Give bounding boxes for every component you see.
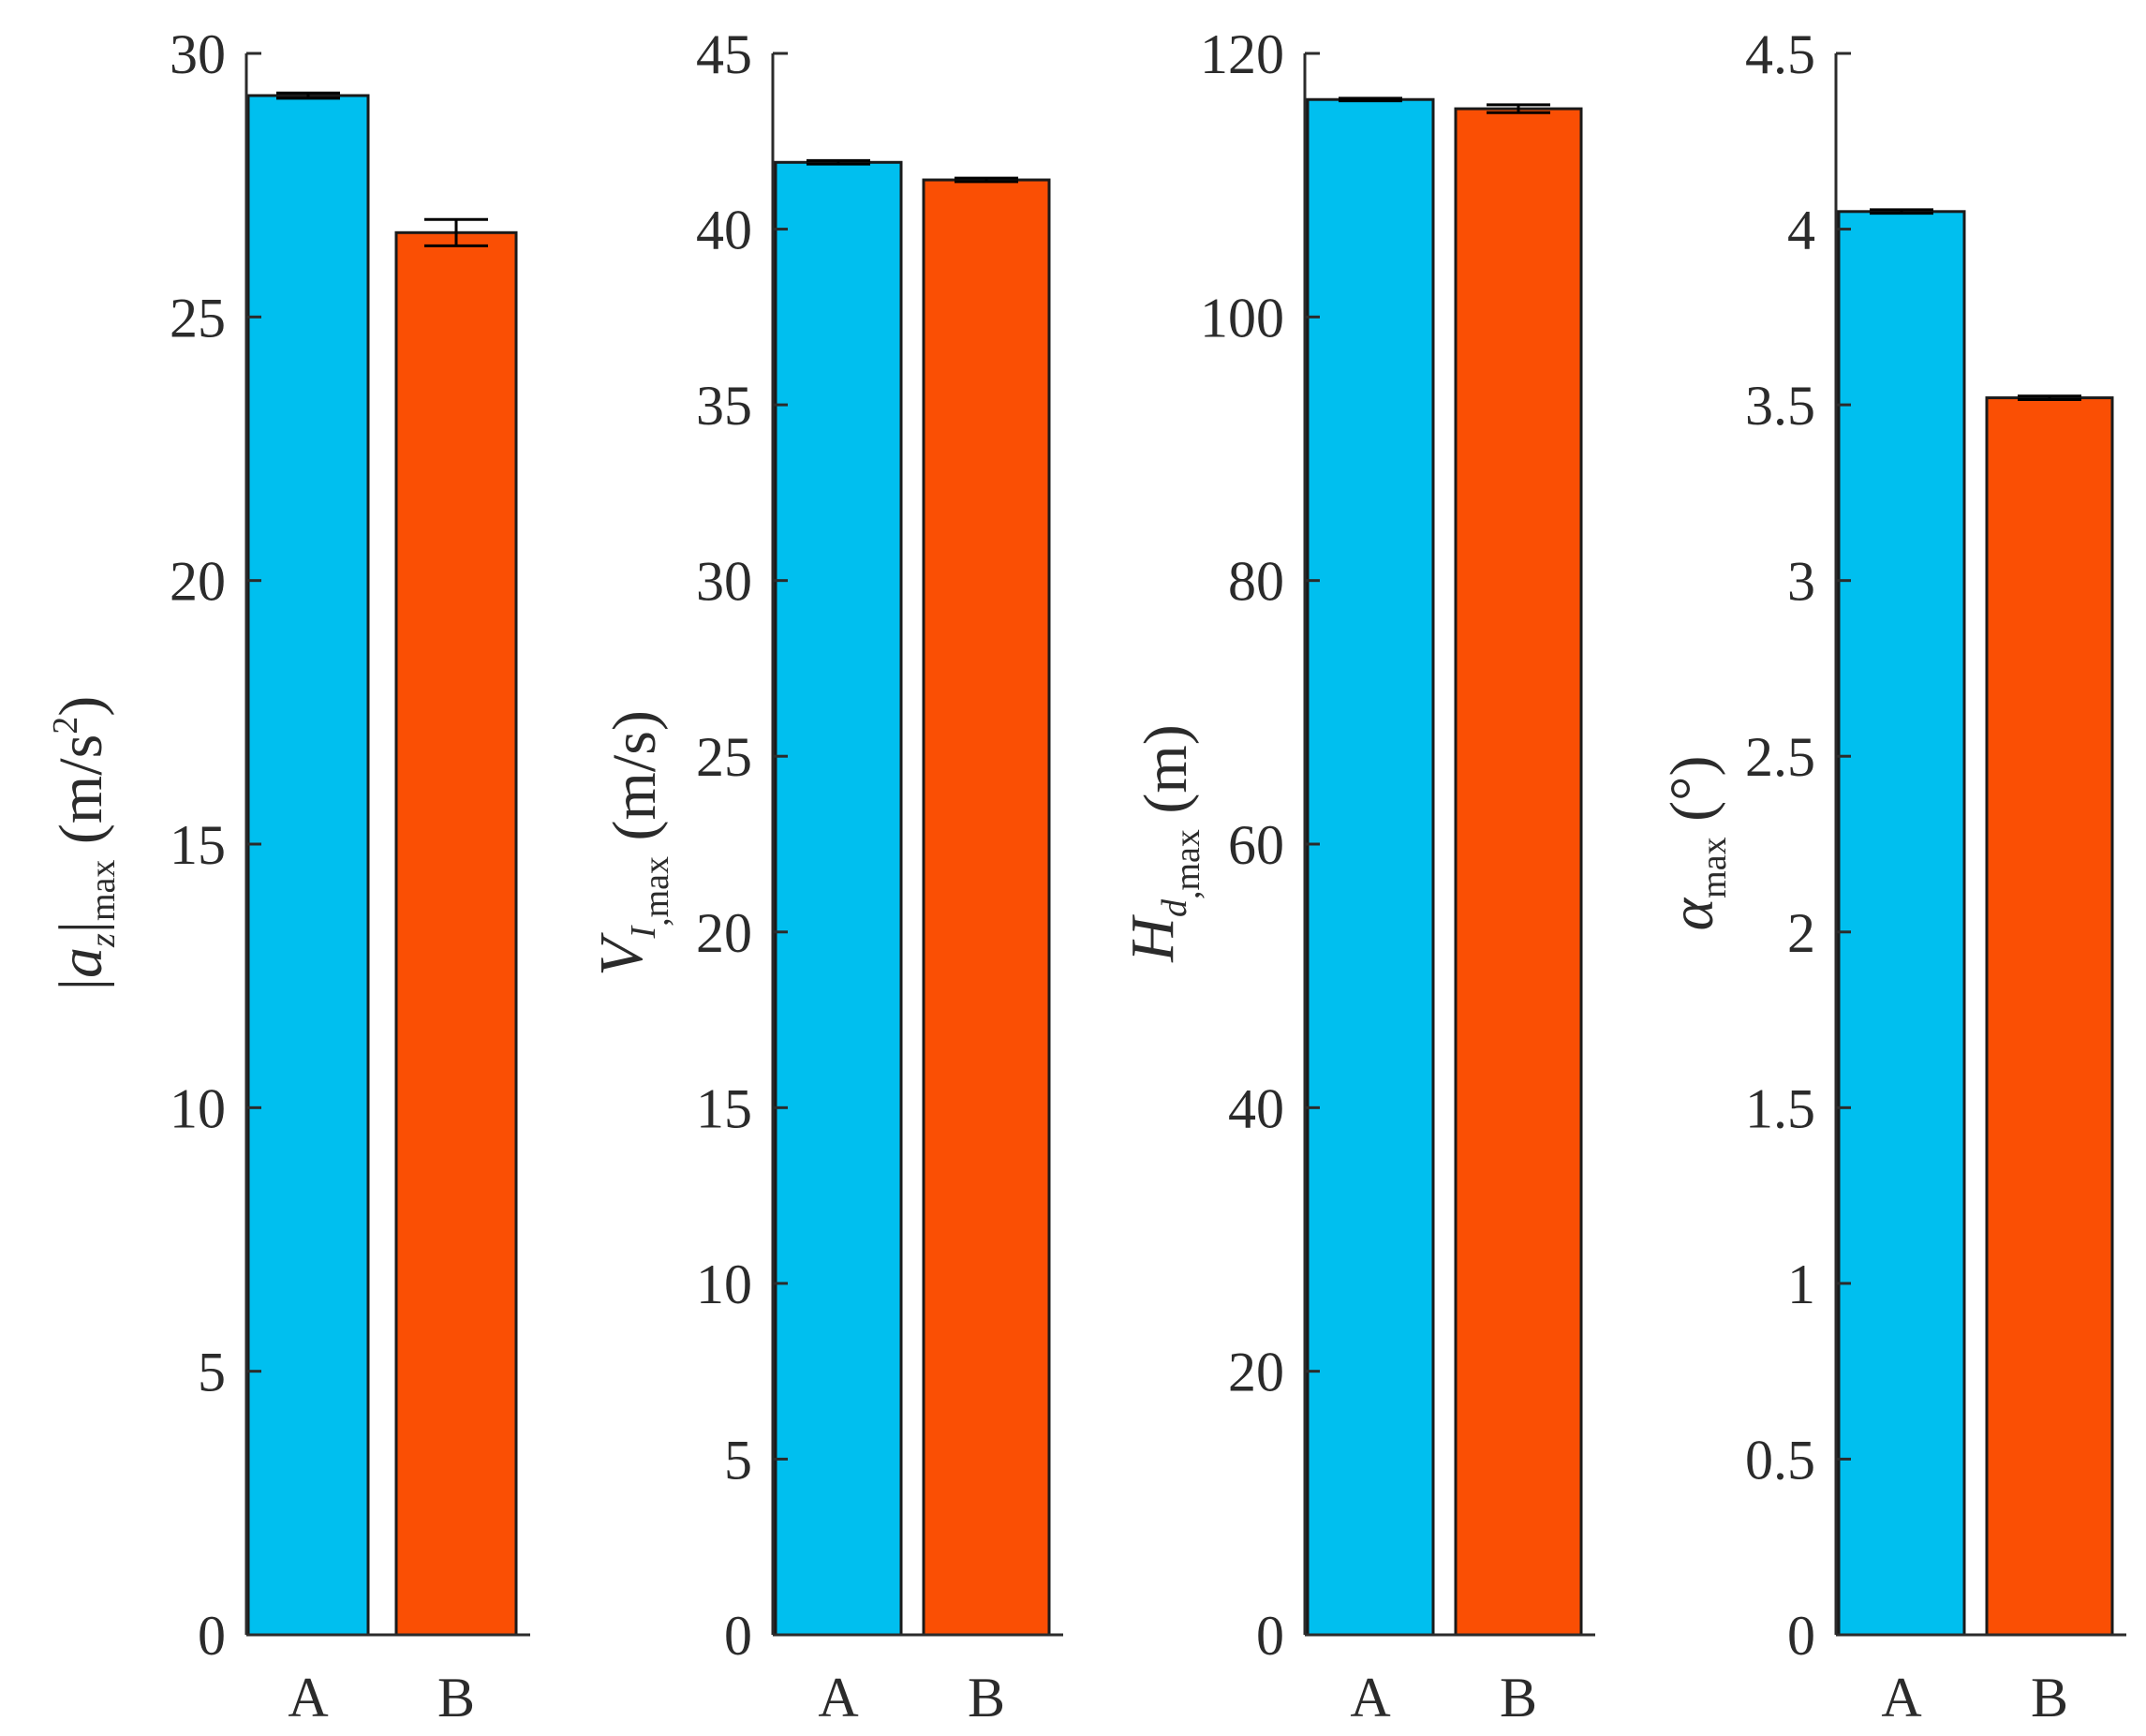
y-tick-label: 0 xyxy=(1787,1605,1815,1667)
y-axis-label: Hd,max (m) xyxy=(1118,724,1207,962)
y-tick-label: 30 xyxy=(170,23,226,85)
y-tick-label: 5 xyxy=(198,1342,226,1403)
y-tick-label: 25 xyxy=(170,287,226,349)
y-tick-label: 40 xyxy=(696,200,752,261)
bar-a xyxy=(246,94,370,1637)
y-tick-label: 1 xyxy=(1787,1254,1815,1315)
y-axis-label: αmax (°) xyxy=(1658,756,1734,931)
y-tick-label: 20 xyxy=(696,902,752,964)
chart-panel-4: A B 0 0.5 1 1.5 2 2.5 3 3.5 4 4.5 αmax (°) xyxy=(1658,23,2126,1729)
y-tick-label: 0 xyxy=(198,1605,226,1667)
y-tick-label: 60 xyxy=(1228,814,1284,876)
x-tick-label: A xyxy=(1881,1667,1921,1729)
bar-b xyxy=(1454,107,1583,1637)
y-tick-label: 20 xyxy=(170,551,226,613)
y-axis-label: |az|max (m/s2) xyxy=(46,696,123,991)
y-tick-label: 20 xyxy=(1228,1342,1284,1403)
y-tick-label: 15 xyxy=(696,1077,752,1139)
y-tick-label: 2 xyxy=(1787,902,1815,964)
y-tick-label: 45 xyxy=(696,23,752,85)
y-tick-label: 10 xyxy=(696,1254,752,1315)
y-tick-label: 0 xyxy=(724,1605,752,1667)
y-tick-label: 0.5 xyxy=(1745,1429,1815,1491)
y-tick-label: 120 xyxy=(1200,23,1284,85)
y-tick-label: 3.5 xyxy=(1745,375,1815,437)
y-tick-label: 15 xyxy=(170,814,226,876)
bar-a xyxy=(774,160,903,1637)
y-tick-label: 100 xyxy=(1200,287,1284,349)
x-tick-label: A xyxy=(818,1667,858,1729)
y-tick-label: 1.5 xyxy=(1745,1077,1815,1139)
y-tick-label: 25 xyxy=(696,726,752,788)
y-axis-label: VI,max (m/s) xyxy=(587,710,676,976)
y-tick-label: 0 xyxy=(1256,1605,1284,1667)
chart-panel-1: A B 0 5 10 15 20 25 30 |az|max (m/s2) xyxy=(46,23,530,1729)
bar-a xyxy=(1837,210,1966,1637)
y-tick-label: 35 xyxy=(696,375,752,437)
x-tick-label: B xyxy=(1500,1667,1537,1729)
y-tick-label: 2.5 xyxy=(1745,726,1815,788)
bar-b xyxy=(1985,396,2114,1637)
bar-a xyxy=(1306,97,1435,1637)
y-tick-label: 4.5 xyxy=(1745,23,1815,85)
x-tick-label: B xyxy=(968,1667,1005,1729)
chart-panel-2: A B 0 5 10 15 20 25 30 35 40 45 VI,max (m/s) xyxy=(587,23,1063,1729)
y-tick-label: 10 xyxy=(170,1077,226,1139)
x-tick-label: B xyxy=(2031,1667,2068,1729)
y-tick-label: 80 xyxy=(1228,551,1284,613)
chart-panel-3: A B 0 20 40 60 80 100 120 Hd,max (m) xyxy=(1118,23,1595,1729)
x-tick-label: A xyxy=(288,1667,328,1729)
x-tick-label: A xyxy=(1350,1667,1390,1729)
bar-b xyxy=(922,178,1051,1637)
y-tick-label: 3 xyxy=(1787,551,1815,613)
y-tick-label: 5 xyxy=(724,1429,752,1491)
bar-b xyxy=(394,230,518,1637)
y-tick-label: 30 xyxy=(696,551,752,613)
y-tick-label: 4 xyxy=(1787,200,1815,261)
y-tick-label: 40 xyxy=(1228,1077,1284,1139)
x-tick-label: B xyxy=(437,1667,475,1729)
